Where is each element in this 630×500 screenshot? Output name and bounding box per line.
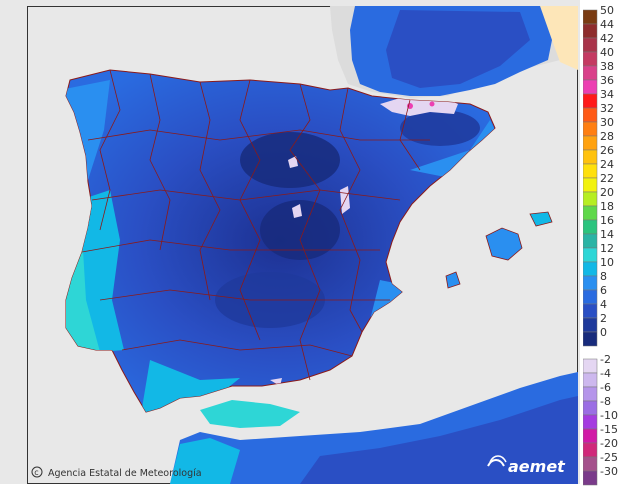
legend-swatch xyxy=(583,442,598,458)
legend-tick-label: 40 xyxy=(600,46,614,59)
legend-tick-label: -6 xyxy=(600,381,611,394)
legend-tick-label: 28 xyxy=(600,130,614,143)
legend-tick-label: -25 xyxy=(600,451,618,464)
legend-tick-label: 24 xyxy=(600,158,614,171)
legend-tick-label: 20 xyxy=(600,186,614,199)
legend-tick-label: 30 xyxy=(600,116,614,129)
legend-tick-label: 22 xyxy=(600,172,614,185)
legend-tick-label: 8 xyxy=(600,270,607,283)
temperature-legend: 5044424038363432302826242220181614121086… xyxy=(583,6,618,486)
legend-swatch xyxy=(583,9,598,25)
legend-swatch xyxy=(583,219,598,235)
legend-tick-label: 0 xyxy=(600,326,607,339)
svg-text:aemet: aemet xyxy=(508,457,566,476)
legend-tick-label: -2 xyxy=(600,353,611,366)
legend-tick-label: 14 xyxy=(600,228,614,241)
legend-tick-label: 42 xyxy=(600,32,614,45)
legend-tick-label: 34 xyxy=(600,88,614,101)
legend-swatch xyxy=(583,386,598,402)
legend-tick-label: 44 xyxy=(600,18,614,31)
legend-tick-label: 4 xyxy=(600,298,607,311)
legend-swatch xyxy=(583,233,598,249)
legend-swatch xyxy=(583,51,598,67)
legend-swatch xyxy=(583,93,598,109)
legend-tick-label: -4 xyxy=(600,367,611,380)
legend-negative-scale: -2-4-6-8-10-15-20-25-30 xyxy=(583,353,618,486)
legend-tick-label: 38 xyxy=(600,60,614,73)
north-africa-coast xyxy=(170,438,240,484)
legend-swatch xyxy=(583,372,598,388)
legend-swatch xyxy=(583,317,598,333)
legend-swatch xyxy=(583,191,598,207)
legend-swatch xyxy=(583,303,598,319)
france-warm-region xyxy=(540,6,578,70)
legend-swatch xyxy=(583,331,598,347)
legend-swatch xyxy=(583,23,598,39)
legend-swatch xyxy=(583,135,598,151)
legend-swatch xyxy=(583,470,598,486)
legend-swatch xyxy=(583,107,598,123)
legend-swatch xyxy=(583,275,598,291)
legend-swatch xyxy=(583,37,598,53)
legend-swatch xyxy=(583,428,598,444)
legend-swatch xyxy=(583,289,598,305)
temperature-map: c Agencia Estatal de Meteorología aemet xyxy=(0,0,580,484)
legend-tick-label: -20 xyxy=(600,437,618,450)
credit-text: Agencia Estatal de Meteorología xyxy=(48,468,202,479)
legend-tick-label: -15 xyxy=(600,423,618,436)
copyright-icon: c xyxy=(31,466,43,478)
legend-swatch xyxy=(583,163,598,179)
legend-tick-label: -10 xyxy=(600,409,618,422)
legend-tick-label: 12 xyxy=(600,242,614,255)
legend-tick-label: 10 xyxy=(600,256,614,269)
aemet-logo: aemet xyxy=(487,455,566,476)
legend-tick-label: 26 xyxy=(600,144,614,157)
legend-swatch xyxy=(583,456,598,472)
legend-swatch xyxy=(583,261,598,277)
legend-tick-label: 32 xyxy=(600,102,614,115)
legend-swatch xyxy=(583,414,598,430)
legend-swatch xyxy=(583,247,598,263)
legend-swatch xyxy=(583,65,598,81)
north-africa-inland xyxy=(300,396,578,484)
legend-tick-label: -30 xyxy=(600,465,618,478)
legend-swatch xyxy=(583,205,598,221)
balearic-islands xyxy=(445,211,553,289)
legend-tick-label: 50 xyxy=(600,6,614,17)
legend-swatch xyxy=(583,358,598,374)
legend-swatch xyxy=(583,121,598,137)
south-sea-warm-band xyxy=(200,400,300,428)
legend-swatch xyxy=(583,79,598,95)
legend-tick-label: 16 xyxy=(600,214,614,227)
legend-tick-label: 2 xyxy=(600,312,607,325)
legend-tick-label: -8 xyxy=(600,395,611,408)
svg-text:c: c xyxy=(34,468,38,477)
legend-tick-label: 36 xyxy=(600,74,614,87)
legend-swatch xyxy=(583,149,598,165)
legend-tick-label: 18 xyxy=(600,200,614,213)
legend-tick-label: 6 xyxy=(600,284,607,297)
legend-positive-scale: 5044424038363432302826242220181614121086… xyxy=(583,6,614,347)
legend-swatch xyxy=(583,177,598,193)
legend-swatch xyxy=(583,400,598,416)
france-cold-core xyxy=(386,10,530,88)
